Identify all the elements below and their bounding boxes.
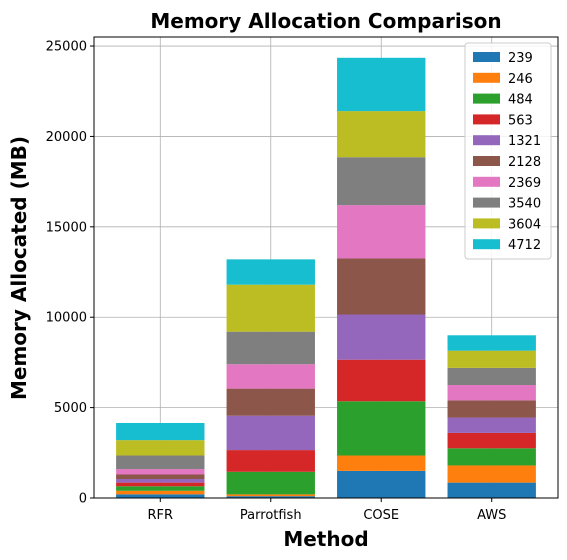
chart-title: Memory Allocation Comparison <box>150 9 501 33</box>
bar-segment-parrotfish-563 <box>226 450 315 472</box>
bar-segment-cose-2128 <box>337 258 426 315</box>
legend-swatch-2128 <box>473 156 500 166</box>
bar-segment-cose-239 <box>337 470 426 498</box>
y-tick-label: 25000 <box>46 40 87 55</box>
bar-segment-aws-1321 <box>447 417 536 433</box>
legend-label-2369: 2369 <box>508 176 541 191</box>
bar-segment-aws-484 <box>447 448 536 466</box>
bar-segment-cose-3604 <box>337 111 426 158</box>
legend-swatch-1321 <box>473 135 500 146</box>
legend-label-3540: 3540 <box>508 197 541 212</box>
bar-segment-aws-4712 <box>447 335 536 351</box>
bar-segment-cose-4712 <box>337 57 426 112</box>
plot-frame <box>93 36 559 499</box>
bar-segment-rfr-2128 <box>116 474 205 480</box>
bar-segment-aws-3540 <box>447 367 536 386</box>
y-tick-label: 15000 <box>46 220 87 235</box>
axes: 0 5000 10000 15000 20000 25000 RFR Parrotfish CO… <box>46 40 507 523</box>
bar-segment-rfr-2369 <box>116 469 205 475</box>
legend-swatch-3540 <box>473 197 500 208</box>
legend-label-1321: 1321 <box>508 134 541 149</box>
bar-segment-aws-2369 <box>447 385 536 401</box>
bar-segment-aws-246 <box>447 465 536 483</box>
bar-segment-cose-2369 <box>337 205 426 259</box>
legend-swatch-239 <box>473 52 500 62</box>
bar-segment-parrotfish-2128 <box>226 388 315 416</box>
y-tick-label: 10000 <box>46 311 87 326</box>
bar-segment-aws-2128 <box>447 400 536 418</box>
bar-segment-aws-3604 <box>447 350 536 368</box>
bar-segment-rfr-563 <box>116 482 205 487</box>
y-tick-label: 20000 <box>46 130 87 145</box>
legend-label-484: 484 <box>508 93 533 108</box>
legend-label-246: 246 <box>508 72 533 87</box>
bar-segment-cose-484 <box>337 401 426 456</box>
legend-label-2128: 2128 <box>508 155 541 170</box>
bar-segment-aws-563 <box>447 432 536 449</box>
bar-segment-cose-3540 <box>337 157 426 206</box>
legend-label-3604: 3604 <box>508 217 541 232</box>
legend-swatch-4712 <box>473 239 500 250</box>
bar-segment-parrotfish-3604 <box>226 284 315 332</box>
bar-segment-parrotfish-484 <box>226 471 315 495</box>
legend: 239 246 484 563 1321 2128 2369 3540 3604 4712 <box>464 42 552 260</box>
legend-swatch-3604 <box>473 218 500 229</box>
x-tick-label: Parrotfish <box>240 508 302 523</box>
legend-label-4712: 4712 <box>508 238 541 253</box>
bar-segment-parrotfish-3540 <box>226 331 315 365</box>
bar-segment-rfr-4712 <box>116 422 205 441</box>
bar-segment-parrotfish-2369 <box>226 364 315 389</box>
bar-segment-rfr-239 <box>116 494 205 498</box>
y-tick-label: 5000 <box>54 401 87 416</box>
bars <box>116 57 536 498</box>
legend-swatch-563 <box>473 114 500 125</box>
bar-segment-parrotfish-239 <box>226 496 315 498</box>
legend-swatch-2369 <box>473 176 500 187</box>
x-tick-label: COSE <box>363 508 399 523</box>
x-tick-label: AWS <box>477 508 506 523</box>
bar-segment-rfr-3604 <box>116 440 205 456</box>
legend-swatch-246 <box>473 72 500 83</box>
bar-segment-cose-1321 <box>337 314 426 360</box>
bar-segment-parrotfish-4712 <box>226 259 315 285</box>
bar-segment-rfr-3540 <box>116 455 205 470</box>
bar-segment-parrotfish-1321 <box>226 415 315 451</box>
x-axis-title: Method <box>283 527 368 551</box>
legend-label-239: 239 <box>508 51 533 66</box>
x-tick-label: RFR <box>148 508 174 523</box>
y-axis-title: Memory Allocated (MB) <box>7 136 31 400</box>
bar-segment-cose-246 <box>337 455 426 471</box>
bar-segment-rfr-246 <box>116 490 205 495</box>
legend-swatch-484 <box>473 93 500 104</box>
bar-segment-rfr-1321 <box>116 479 205 483</box>
bar-segment-rfr-484 <box>116 486 205 491</box>
bar-segment-aws-239 <box>447 482 536 498</box>
bar-segment-parrotfish-246 <box>226 494 315 497</box>
y-tick-label: 0 <box>79 492 87 507</box>
legend-label-563: 563 <box>508 113 533 128</box>
bar-segment-cose-563 <box>337 359 426 402</box>
